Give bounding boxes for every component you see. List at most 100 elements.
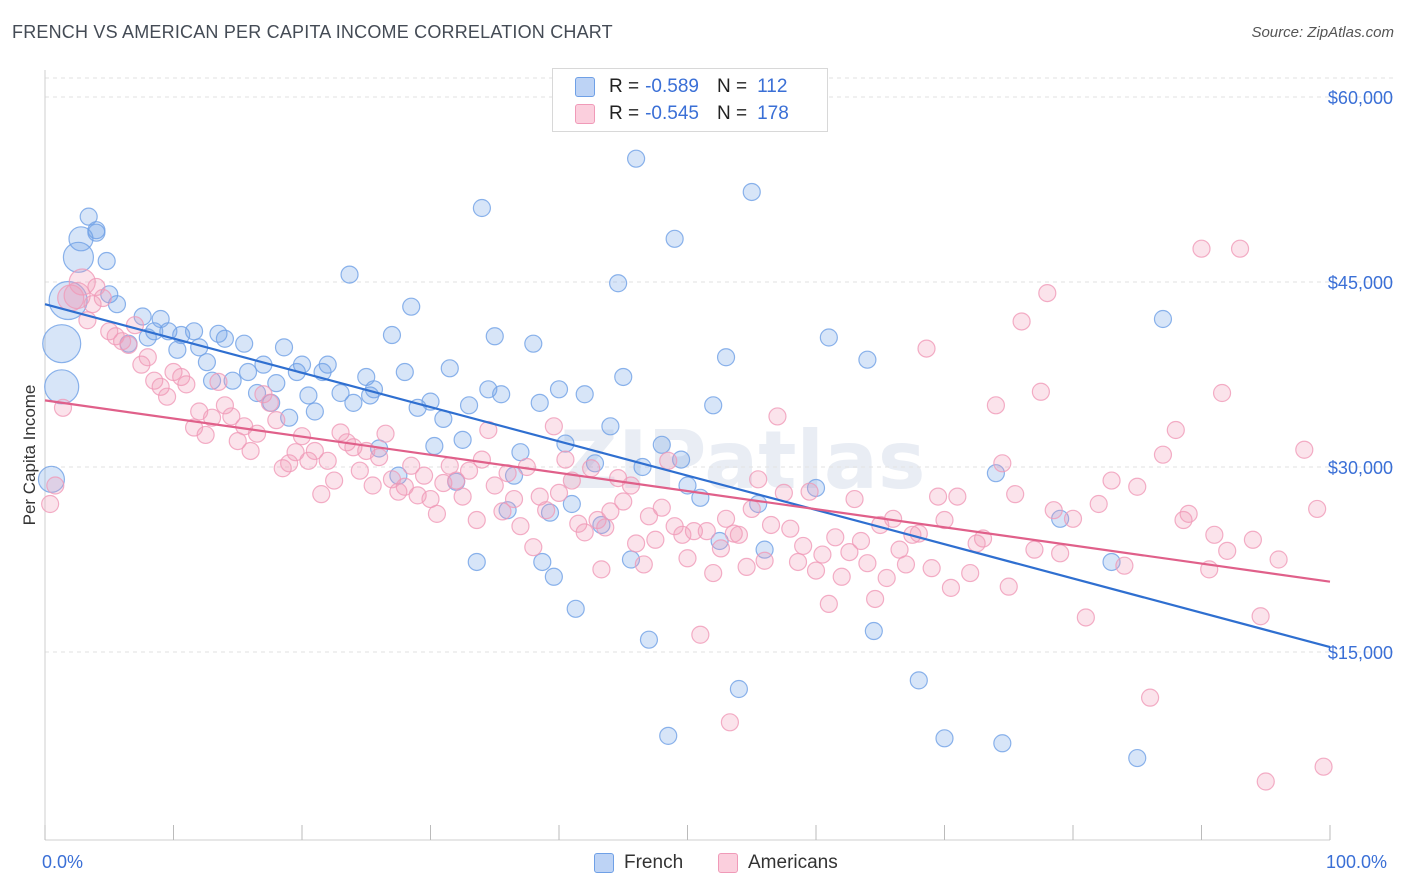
americans-point (737, 557, 756, 577)
americans-point (370, 448, 389, 467)
french-point (37, 465, 66, 493)
french-point (459, 396, 479, 415)
americans-point (556, 450, 575, 469)
americans-point (299, 451, 318, 470)
americans-point (350, 461, 369, 480)
french-point (247, 383, 267, 403)
americans-point (46, 476, 65, 495)
r-label: R = (609, 76, 640, 97)
americans-point (684, 522, 704, 541)
americans-point (363, 476, 382, 495)
french-point (395, 362, 414, 382)
y-tick-label: $15,000 (1328, 643, 1393, 663)
americans-point (755, 551, 774, 570)
french-point (993, 734, 1012, 753)
r-label: R = (609, 103, 640, 124)
x-tick-label-min: 0.0% (42, 852, 84, 872)
french-point (652, 435, 671, 454)
americans-point (493, 502, 512, 521)
americans-point (280, 454, 299, 473)
americans-point (41, 494, 60, 514)
americans-point (93, 288, 112, 308)
french-point (935, 729, 954, 748)
french-point (659, 726, 678, 745)
americans-point (993, 454, 1012, 473)
americans-point (742, 499, 761, 519)
french-point (79, 207, 98, 226)
americans-point (1251, 607, 1270, 626)
french-point (742, 182, 761, 202)
americans-point (1140, 688, 1160, 707)
french-point (453, 430, 472, 449)
americans-point (151, 377, 170, 396)
americans-point (858, 554, 877, 573)
americans-point (794, 536, 813, 556)
americans-point (414, 466, 434, 485)
french-point (274, 338, 294, 357)
legend-item-americans: Americans (718, 852, 838, 874)
americans-point (286, 443, 305, 462)
french-point (382, 325, 402, 345)
french-point (168, 340, 187, 359)
french-point (1153, 309, 1173, 329)
americans-point (260, 393, 279, 412)
americans-point (596, 518, 615, 537)
americans-point (119, 335, 138, 354)
french-point (639, 630, 659, 649)
americans-point (157, 387, 177, 406)
americans-point (1218, 541, 1237, 560)
americans-point (1308, 499, 1327, 519)
americans-point (1166, 420, 1185, 440)
americans-point (659, 451, 678, 470)
americans-point (800, 482, 819, 501)
americans-point (467, 510, 486, 530)
americans-point (177, 375, 196, 394)
americans-point (986, 396, 1006, 415)
americans-point (711, 539, 731, 558)
series-legend: French Americans (0, 852, 1406, 878)
americans-point (948, 487, 967, 506)
americans-point (826, 528, 845, 547)
americans-point (1128, 477, 1147, 496)
americans-point (1295, 440, 1314, 459)
x-tick-label-max: 100.0% (1326, 852, 1388, 872)
chart-title: FRENCH VS AMERICAN PER CAPITA INCOME COR… (12, 22, 613, 42)
french-point (524, 334, 543, 353)
french-point (665, 229, 684, 248)
americans-point (896, 555, 916, 574)
french-point (864, 621, 883, 641)
french-point (402, 297, 421, 316)
n-value-americans: 178 (757, 103, 789, 124)
americans-point (472, 450, 491, 469)
americans-point (832, 567, 851, 586)
french-point (729, 679, 749, 699)
stats-legend-row-americans: R = -0.545 N = 178 (575, 102, 789, 126)
americans-point (1192, 239, 1211, 258)
americans-point (524, 538, 543, 557)
americans-point (537, 501, 556, 520)
americans-point (402, 456, 421, 475)
french-point (44, 369, 80, 405)
americans-point (247, 424, 267, 443)
americans-point (768, 407, 787, 426)
americans-point (1063, 509, 1083, 528)
french-point (48, 280, 88, 321)
americans-point (614, 492, 633, 511)
americans-point (678, 549, 697, 568)
french-point (575, 385, 594, 404)
french-point (340, 265, 359, 284)
americans-point (83, 295, 102, 314)
legend-item-french: French (594, 852, 683, 874)
french-point (223, 371, 242, 390)
americans-point (917, 339, 936, 358)
french-point (215, 329, 234, 348)
french-point (184, 322, 204, 341)
americans-point (1012, 312, 1031, 331)
french-point (710, 531, 729, 551)
americans-point (125, 316, 145, 335)
french-point (626, 149, 646, 168)
americans-point (866, 589, 885, 609)
french-point (425, 436, 444, 456)
french-point (299, 386, 318, 405)
